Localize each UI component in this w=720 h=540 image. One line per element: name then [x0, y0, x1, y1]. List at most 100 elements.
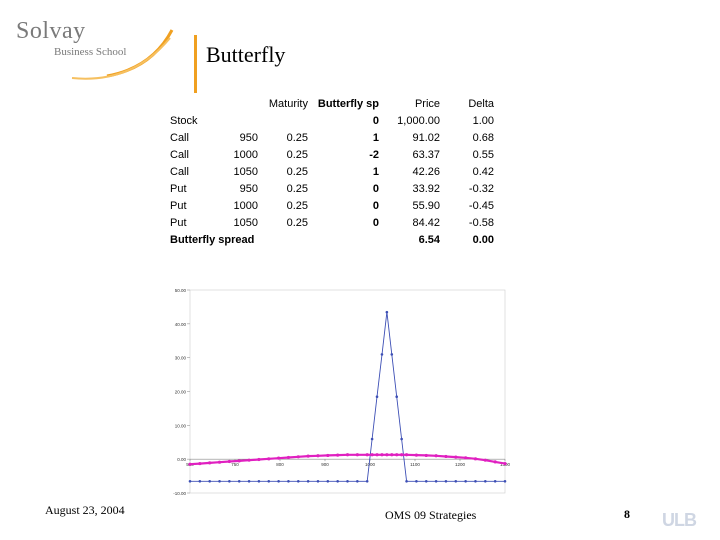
table-header: [232, 96, 258, 113]
data-point: [208, 461, 212, 465]
table-total-row: Butterfly spread 6.54 0.00: [170, 232, 494, 249]
table-cell: 1000: [233, 149, 258, 161]
table-cell: 0.25: [286, 149, 308, 161]
data-point: [296, 479, 300, 483]
table-cell: 0.55: [472, 149, 494, 161]
solvay-logo: Solvay Business School: [12, 18, 182, 88]
table-cell: 1,000.00: [397, 115, 440, 127]
y-tick-label: 0.00: [177, 457, 186, 462]
table-cell: 91.02: [412, 132, 440, 144]
data-point: [424, 479, 428, 483]
table-cell: 0: [372, 183, 379, 195]
data-point: [400, 437, 403, 441]
table-row: Put 1000 0.25 0 55.90 -0.45: [170, 198, 494, 215]
data-point: [286, 455, 291, 460]
table-cell: -0.32: [468, 183, 494, 195]
table-header: Delta: [468, 98, 494, 110]
x-tick-label: 900: [321, 462, 329, 467]
table-row: Stock 0 1,000.00 1.00: [170, 113, 494, 130]
data-point: [296, 455, 300, 459]
data-point: [276, 456, 281, 460]
data-point: [444, 479, 448, 483]
x-tick-label: 750: [231, 462, 239, 467]
footer-course: OMS 09 Strategies: [385, 508, 477, 522]
data-point: [370, 437, 374, 441]
data-point: [375, 395, 379, 399]
data-point: [484, 479, 487, 483]
data-point: [385, 453, 389, 457]
data-point: [483, 458, 487, 462]
data-point: [326, 453, 330, 458]
data-point: [336, 453, 340, 457]
data-point: [380, 453, 384, 457]
data-point: [277, 479, 280, 483]
data-point: [287, 479, 290, 483]
x-tick-label: 1200: [455, 462, 466, 467]
ulb-logo: ULB: [662, 510, 697, 530]
table-cell: Call: [170, 166, 189, 178]
logo-swoosh-icon: [71, 29, 174, 80]
table-cell: 0: [372, 115, 379, 127]
x-tick-label: 1100: [410, 462, 420, 467]
table-cell: 0.25: [286, 132, 308, 144]
table-header-row: Maturity Butterfly sp Price Delta: [170, 96, 494, 113]
table-cell: 33.92: [412, 183, 440, 195]
data-point: [395, 395, 399, 399]
data-point: [390, 353, 394, 356]
table-header: Price: [414, 98, 440, 110]
table-cell: 1: [372, 166, 379, 178]
table-cell: 63.37: [412, 149, 440, 161]
data-point: [217, 460, 222, 464]
x-tick-label: 800: [276, 462, 284, 467]
data-point: [395, 453, 399, 457]
table-row: Call 1050 0.25 1 42.26 0.42: [170, 164, 494, 181]
data-point: [493, 479, 497, 483]
table-cell: 84.42: [412, 217, 440, 229]
table-cell: [232, 113, 258, 130]
logo-text-school: Business School: [54, 46, 127, 58]
data-point: [375, 453, 379, 457]
table-cell: 0: [372, 217, 379, 229]
data-point: [414, 453, 419, 457]
data-point: [198, 479, 202, 483]
data-point: [267, 479, 271, 483]
data-point: [188, 462, 192, 466]
data-point: [493, 460, 497, 464]
data-point: [380, 353, 384, 356]
table-cell: [258, 113, 308, 130]
logo-text-solvay: Solvay: [16, 18, 86, 44]
data-point: [424, 453, 428, 458]
table-cell: 0.68: [472, 132, 494, 144]
data-point: [370, 453, 374, 457]
data-point: [385, 310, 389, 314]
table-cell: 950: [239, 132, 258, 144]
total-price: 6.54: [418, 234, 440, 246]
data-point: [198, 461, 202, 466]
data-point: [316, 479, 320, 483]
data-point: [415, 479, 418, 483]
data-point: [326, 479, 330, 483]
data-point: [365, 479, 369, 483]
table-cell: Put: [170, 217, 187, 229]
data-point: [336, 479, 339, 483]
data-point: [390, 453, 394, 457]
table-cell: Call: [170, 149, 189, 161]
data-point: [345, 453, 350, 457]
table-cell: 0.25: [286, 183, 308, 195]
data-point: [237, 459, 241, 463]
y-tick-label: 40.00: [175, 322, 187, 327]
table-cell: 0.25: [286, 200, 308, 212]
data-point: [405, 479, 408, 483]
data-point: [444, 454, 448, 459]
data-point: [474, 479, 477, 483]
table-cell: 0: [372, 200, 379, 212]
data-point: [356, 479, 359, 483]
table-cell: 1050: [233, 217, 258, 229]
data-point: [503, 479, 507, 483]
table-cell: -2: [369, 149, 379, 161]
data-point: [218, 479, 221, 483]
data-point: [237, 479, 241, 483]
table-cell: Put: [170, 183, 187, 195]
data-point: [247, 458, 251, 462]
table-row: Call 950 0.25 1 91.02 0.68: [170, 130, 494, 147]
